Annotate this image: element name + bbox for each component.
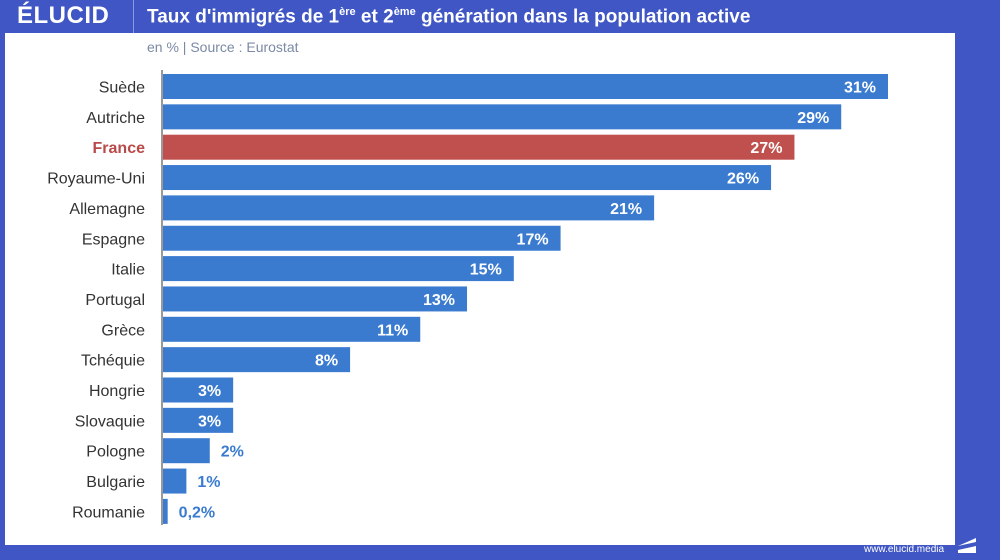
chart-title: Taux d'immigrés de 1ère et 2ème générati… [147, 6, 750, 28]
category-label: Portugal [85, 292, 145, 309]
bar-tch-quie [163, 347, 351, 373]
category-label: Autriche [86, 110, 145, 127]
category-label: Suède [99, 80, 145, 97]
category-label: Hongrie [89, 383, 145, 400]
value-label: 17% [517, 231, 549, 248]
bar-espagne [163, 225, 561, 251]
value-label: 31% [844, 80, 876, 97]
value-label: 11% [377, 322, 408, 339]
bar-portugal [163, 286, 468, 312]
value-label: 13% [423, 292, 455, 309]
title-part: génération dans la population active [415, 6, 751, 28]
category-label: Pologne [86, 444, 145, 461]
value-label: 2% [221, 444, 244, 461]
bar-italie [163, 256, 514, 282]
title-superscript: ère [339, 6, 356, 18]
title-part: et 2 [355, 6, 394, 28]
value-label: 27% [750, 140, 782, 157]
elucid-logo: ÉLUCID [17, 2, 110, 29]
title-superscript: ème [393, 6, 416, 18]
category-label: Allemagne [69, 201, 145, 218]
category-label: Espagne [82, 231, 145, 248]
bar-autriche [163, 104, 842, 130]
value-label: 3% [198, 413, 221, 430]
bar-roumanie [163, 498, 168, 524]
value-label: 1% [197, 474, 220, 491]
bar-hongrie [163, 377, 234, 403]
value-label: 26% [727, 171, 759, 188]
category-label: Bulgarie [86, 474, 145, 491]
bar-allemagne [163, 195, 655, 221]
category-label: Tchéquie [81, 353, 145, 370]
category-label: Slovaquie [75, 413, 145, 430]
header-divider [133, 0, 134, 34]
value-label: 21% [610, 201, 642, 218]
value-label: 3% [198, 383, 221, 400]
category-label: France [93, 140, 146, 157]
value-label: 0,2% [179, 504, 215, 521]
bar-france [163, 134, 795, 160]
category-label: Grèce [101, 322, 145, 339]
footer-url[interactable]: www.elucid.media [864, 544, 945, 555]
category-label: Italie [111, 262, 145, 279]
chart-subtitle: en % | Source : Eurostat [147, 39, 299, 55]
bar-su-de [163, 74, 888, 99]
value-label: 29% [797, 110, 829, 127]
value-label: 8% [315, 353, 338, 370]
bar-gr-ce [163, 316, 421, 342]
bar-slovaquie [163, 407, 234, 433]
category-label: Royaume-Uni [47, 171, 145, 188]
bar-pologne [163, 438, 210, 464]
category-label: Roumanie [72, 504, 145, 521]
bar-bulgarie [163, 468, 187, 494]
bar-royaume-uni [163, 165, 772, 191]
value-label: 15% [470, 262, 502, 279]
header-bar: ÉLUCID Taux d'immigrés de 1ère et 2ème g… [0, 0, 1000, 34]
elucid-flag-icon [958, 538, 976, 553]
title-part: Taux d'immigrés de 1 [147, 6, 340, 28]
